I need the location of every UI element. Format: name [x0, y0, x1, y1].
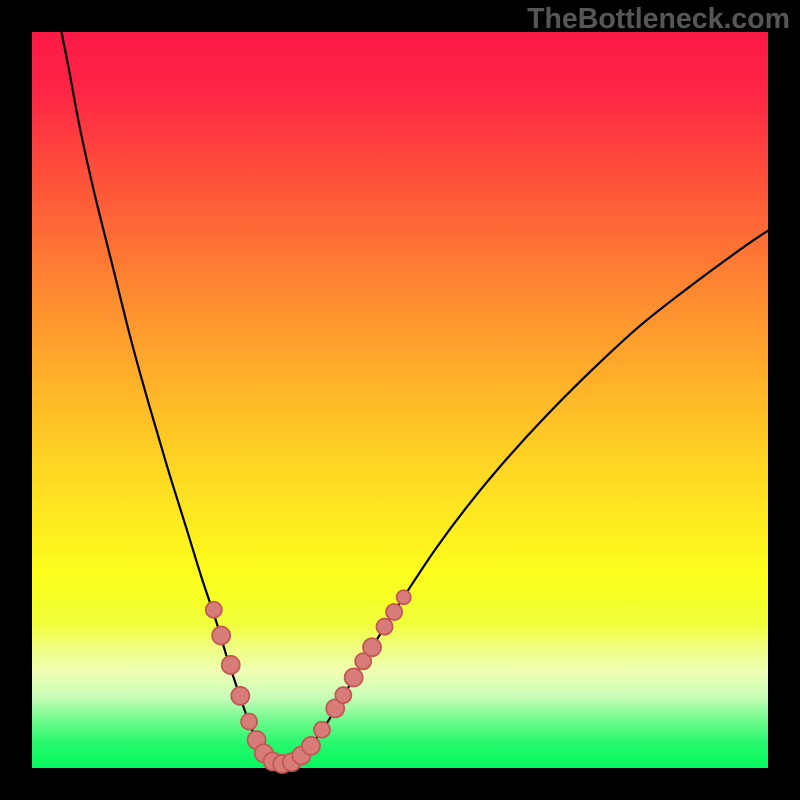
- data-marker: [335, 687, 351, 703]
- data-marker: [345, 668, 363, 686]
- data-marker: [386, 604, 402, 620]
- data-marker: [231, 687, 249, 705]
- watermark-text: TheBottleneck.com: [527, 3, 790, 36]
- bottleneck-chart: [0, 0, 800, 800]
- data-marker: [377, 619, 393, 635]
- data-marker: [363, 638, 381, 656]
- data-marker: [206, 602, 222, 618]
- data-marker: [241, 714, 257, 730]
- data-marker: [222, 656, 240, 674]
- chart-frame: TheBottleneck.com: [0, 0, 800, 800]
- plot-background: [32, 32, 768, 768]
- data-marker: [314, 722, 330, 738]
- data-marker: [302, 737, 320, 755]
- data-marker: [397, 590, 411, 604]
- data-marker: [212, 627, 230, 645]
